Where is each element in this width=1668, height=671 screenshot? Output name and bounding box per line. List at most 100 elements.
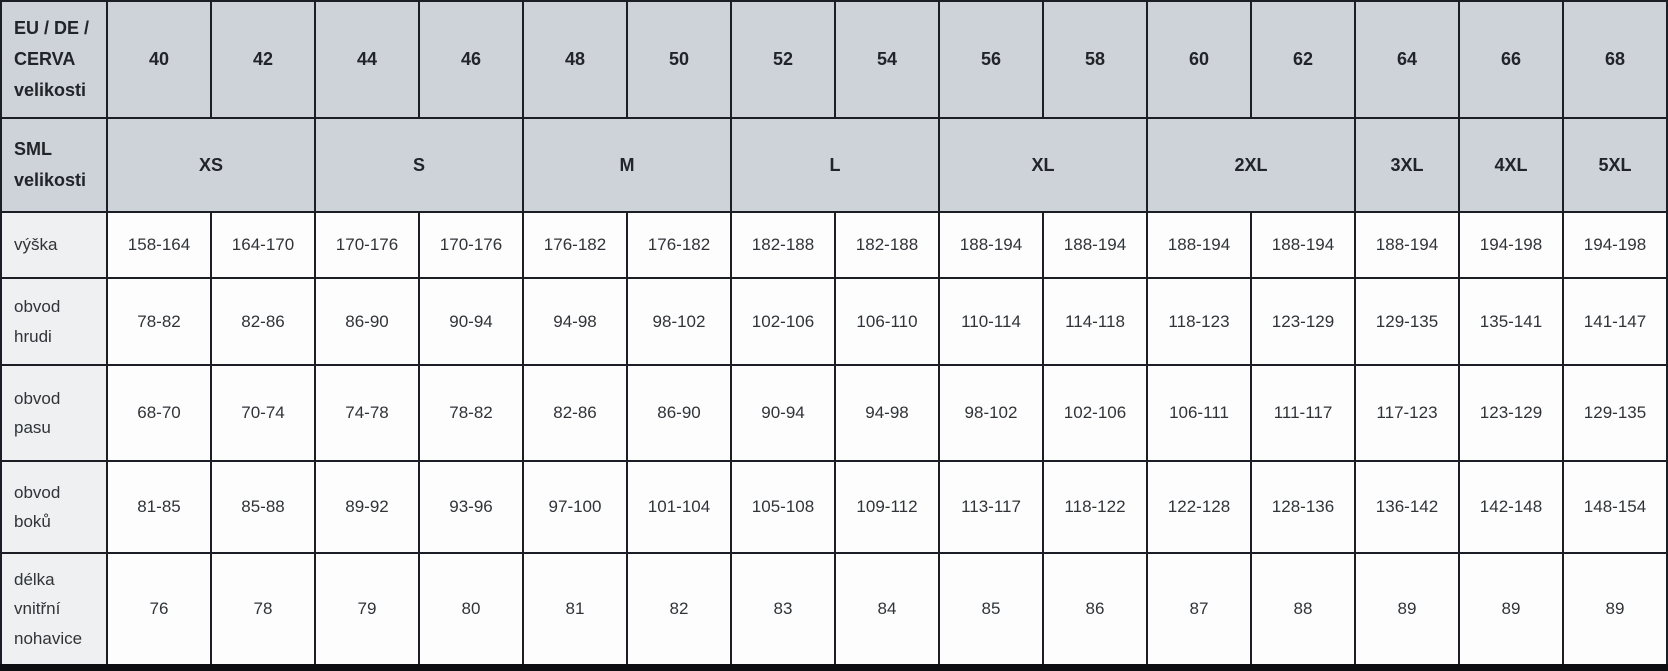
sml-size-cell-4xl: 4XL	[1458, 117, 1564, 213]
value-cell-vyska-40: 158-164	[106, 210, 212, 280]
value-cell-delka-vnitrni-nohavice-40: 76	[106, 552, 212, 669]
value-cell-obvod-boku-42: 85-88	[210, 459, 316, 555]
value-cell-vyska-68: 194-198	[1562, 210, 1668, 280]
eu-size-cell-66: 66	[1458, 0, 1564, 120]
value-cell-obvod-hrudi-44: 86-90	[314, 277, 420, 367]
value-cell-delka-vnitrni-nohavice-62: 88	[1250, 552, 1356, 669]
measurement-row-obvod-hrudi: obvod hrudi 78-82 82-86 86-90 90-94 94-98 98-1…	[0, 277, 1668, 367]
sml-sizes-row-label: SML velikosti	[0, 117, 108, 213]
value-cell-obvod-pasu-52: 90-94	[730, 364, 836, 462]
value-cell-delka-vnitrni-nohavice-50: 82	[626, 552, 732, 669]
value-cell-obvod-boku-52: 105-108	[730, 459, 836, 555]
value-cell-obvod-pasu-64: 117-123	[1354, 364, 1460, 462]
eu-size-cell-64: 64	[1354, 0, 1460, 120]
row-label-obvod-hrudi: obvod hrudi	[0, 277, 108, 367]
value-cell-obvod-hrudi-42: 82-86	[210, 277, 316, 367]
eu-size-cell-42: 42	[210, 0, 316, 120]
value-cell-delka-vnitrni-nohavice-42: 78	[210, 552, 316, 669]
sml-sizes-row: SML velikosti XS S M L XL 2XL 3XL 4XL 5XL	[0, 117, 1668, 213]
value-cell-vyska-46: 170-176	[418, 210, 524, 280]
measurement-row-vyska: výška 158-164 164-170 170-176 170-176 176-182…	[0, 210, 1668, 280]
value-cell-vyska-52: 182-188	[730, 210, 836, 280]
row-label-delka-vnitrni-nohavice: délka vnitřní nohavice	[0, 552, 108, 669]
measurement-row-obvod-pasu: obvod pasu 68-70 70-74 74-78 78-82 82-86 86-90…	[0, 364, 1668, 462]
eu-size-cell-40: 40	[106, 0, 212, 120]
eu-size-cell-62: 62	[1250, 0, 1356, 120]
value-cell-vyska-54: 182-188	[834, 210, 940, 280]
value-cell-obvod-pasu-44: 74-78	[314, 364, 420, 462]
value-cell-obvod-boku-44: 89-92	[314, 459, 420, 555]
value-cell-obvod-pasu-50: 86-90	[626, 364, 732, 462]
value-cell-vyska-48: 176-182	[522, 210, 628, 280]
sml-size-cell-5xl: 5XL	[1562, 117, 1668, 213]
row-label-obvod-pasu: obvod pasu	[0, 364, 108, 462]
eu-size-cell-44: 44	[314, 0, 420, 120]
sml-size-cell-xl: XL	[938, 117, 1148, 213]
value-cell-obvod-hrudi-54: 106-110	[834, 277, 940, 367]
value-cell-delka-vnitrni-nohavice-56: 85	[938, 552, 1044, 669]
value-cell-obvod-hrudi-66: 135-141	[1458, 277, 1564, 367]
value-cell-obvod-boku-58: 118-122	[1042, 459, 1148, 555]
value-cell-obvod-pasu-54: 94-98	[834, 364, 940, 462]
value-cell-obvod-pasu-58: 102-106	[1042, 364, 1148, 462]
value-cell-obvod-pasu-48: 82-86	[522, 364, 628, 462]
value-cell-obvod-pasu-68: 129-135	[1562, 364, 1668, 462]
value-cell-obvod-boku-66: 142-148	[1458, 459, 1564, 555]
value-cell-vyska-66: 194-198	[1458, 210, 1564, 280]
value-cell-obvod-hrudi-58: 114-118	[1042, 277, 1148, 367]
value-cell-delka-vnitrni-nohavice-46: 80	[418, 552, 524, 669]
value-cell-obvod-boku-50: 101-104	[626, 459, 732, 555]
value-cell-obvod-hrudi-46: 90-94	[418, 277, 524, 367]
value-cell-obvod-boku-48: 97-100	[522, 459, 628, 555]
value-cell-vyska-58: 188-194	[1042, 210, 1148, 280]
value-cell-obvod-hrudi-68: 141-147	[1562, 277, 1668, 367]
value-cell-obvod-hrudi-56: 110-114	[938, 277, 1044, 367]
value-cell-obvod-boku-54: 109-112	[834, 459, 940, 555]
row-label-obvod-boku: obvod boků	[0, 459, 108, 555]
value-cell-obvod-boku-62: 128-136	[1250, 459, 1356, 555]
value-cell-vyska-62: 188-194	[1250, 210, 1356, 280]
value-cell-delka-vnitrni-nohavice-66: 89	[1458, 552, 1564, 669]
value-cell-delka-vnitrni-nohavice-44: 79	[314, 552, 420, 669]
sml-size-cell-xs: XS	[106, 117, 316, 213]
value-cell-vyska-50: 176-182	[626, 210, 732, 280]
value-cell-obvod-pasu-66: 123-129	[1458, 364, 1564, 462]
value-cell-obvod-hrudi-52: 102-106	[730, 277, 836, 367]
eu-sizes-row: EU / DE / CERVA velikosti 40 42 44 46 48 50 52…	[0, 0, 1668, 120]
measurement-row-obvod-boku: obvod boků 81-85 85-88 89-92 93-96 97-100 101-…	[0, 459, 1668, 555]
value-cell-vyska-64: 188-194	[1354, 210, 1460, 280]
value-cell-obvod-boku-60: 122-128	[1146, 459, 1252, 555]
value-cell-obvod-hrudi-48: 94-98	[522, 277, 628, 367]
sml-size-cell-3xl: 3XL	[1354, 117, 1460, 213]
value-cell-obvod-hrudi-64: 129-135	[1354, 277, 1460, 367]
eu-size-cell-58: 58	[1042, 0, 1148, 120]
sml-size-cell-m: M	[522, 117, 732, 213]
eu-size-cell-48: 48	[522, 0, 628, 120]
sml-size-cell-s: S	[314, 117, 524, 213]
value-cell-obvod-boku-56: 113-117	[938, 459, 1044, 555]
value-cell-obvod-boku-46: 93-96	[418, 459, 524, 555]
eu-size-cell-60: 60	[1146, 0, 1252, 120]
value-cell-obvod-pasu-46: 78-82	[418, 364, 524, 462]
eu-size-cell-52: 52	[730, 0, 836, 120]
sml-size-cell-2xl: 2XL	[1146, 117, 1356, 213]
value-cell-obvod-pasu-62: 111-117	[1250, 364, 1356, 462]
value-cell-obvod-boku-64: 136-142	[1354, 459, 1460, 555]
value-cell-delka-vnitrni-nohavice-48: 81	[522, 552, 628, 669]
value-cell-vyska-42: 164-170	[210, 210, 316, 280]
value-cell-vyska-56: 188-194	[938, 210, 1044, 280]
value-cell-obvod-pasu-42: 70-74	[210, 364, 316, 462]
value-cell-delka-vnitrni-nohavice-52: 83	[730, 552, 836, 669]
value-cell-delka-vnitrni-nohavice-60: 87	[1146, 552, 1252, 669]
value-cell-obvod-pasu-60: 106-111	[1146, 364, 1252, 462]
value-cell-obvod-pasu-40: 68-70	[106, 364, 212, 462]
value-cell-delka-vnitrni-nohavice-64: 89	[1354, 552, 1460, 669]
eu-sizes-row-label: EU / DE / CERVA velikosti	[0, 0, 108, 120]
sml-size-cell-l: L	[730, 117, 940, 213]
value-cell-delka-vnitrni-nohavice-54: 84	[834, 552, 940, 669]
value-cell-vyska-44: 170-176	[314, 210, 420, 280]
eu-size-cell-50: 50	[626, 0, 732, 120]
row-label-vyska: výška	[0, 210, 108, 280]
